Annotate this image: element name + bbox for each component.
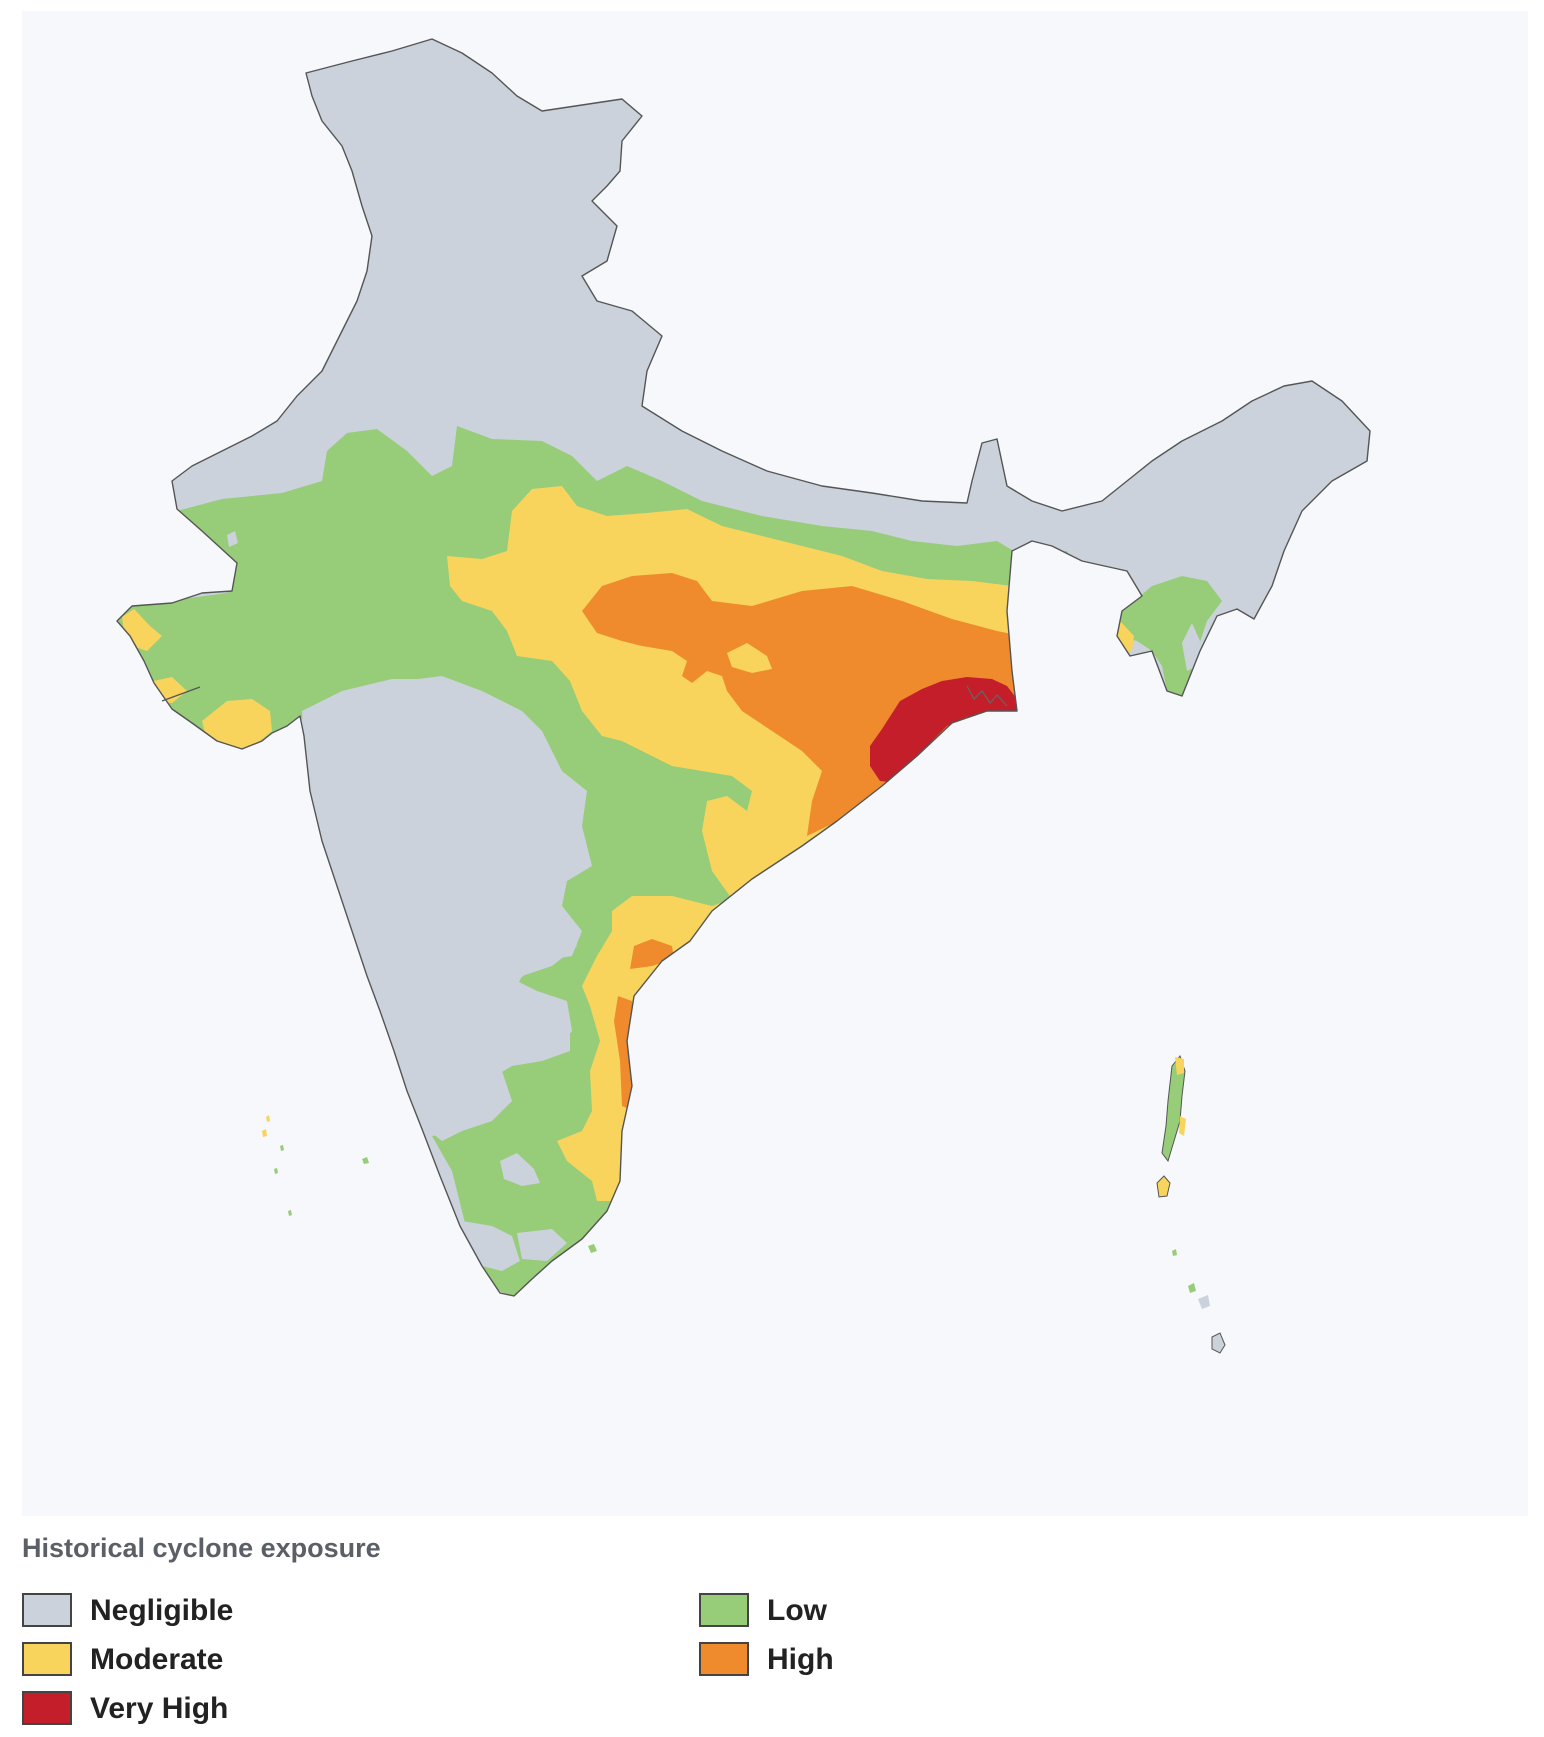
legend-label-negligible: Negligible [90, 1594, 234, 1627]
mainland-outline [116, 38, 1371, 1297]
nicobar-1 [1172, 1249, 1177, 1256]
lakshadweep-3 [280, 1145, 284, 1151]
lakshadweep-5 [274, 1168, 278, 1174]
zone-negligible-south-3 [517, 1229, 567, 1261]
legend-label-high: High [767, 1643, 834, 1676]
legend-title: Historical cyclone exposure [22, 1533, 381, 1563]
gulf-line [161, 686, 201, 702]
zone-negligible-deccan [302, 679, 582, 1141]
zone-negligible-gujarat [227, 531, 238, 547]
lakshadweep-6 [288, 1210, 292, 1216]
andaman-little [1156, 1175, 1171, 1198]
zone-low-westcoast-2 [332, 909, 342, 929]
zone-very-high [870, 677, 1017, 783]
nicobar-3 [1198, 1295, 1210, 1309]
zone-negligible-ne [1182, 623, 1200, 671]
nicobar-great [1211, 1332, 1226, 1354]
lakshadweep-4 [362, 1157, 369, 1164]
andaman-moderate-2 [1179, 1116, 1186, 1136]
delta-detail [966, 685, 1008, 707]
zone-high-main [582, 573, 1022, 836]
legend-label-low: Low [767, 1594, 827, 1627]
legend-swatch-negligible [22, 1593, 72, 1627]
zone-negligible-blob-1 [480, 751, 504, 786]
legend-swatch-moderate [22, 1642, 72, 1676]
zone-low-ne [1112, 576, 1222, 699]
cyclone-exposure-map [116, 38, 1371, 1354]
lakshadweep-2 [262, 1129, 267, 1137]
legend-swatch-high [699, 1642, 749, 1676]
legend-swatch-low [699, 1593, 749, 1627]
zone-negligible-south-1 [500, 1153, 540, 1186]
legend-label-moderate: Moderate [90, 1643, 224, 1676]
zone-moderate-gujarat-3 [202, 699, 272, 751]
lakshadweep-1 [266, 1115, 270, 1122]
andaman-moderate-1 [1175, 1057, 1184, 1075]
lakshadweep-7 [588, 1244, 597, 1253]
legend-swatch-very-high [22, 1691, 72, 1725]
legend: Historical cyclone exposure Negligible L… [22, 1525, 1522, 1725]
nicobar-2 [1188, 1283, 1196, 1293]
legend-label-very-high: Very High [90, 1692, 229, 1725]
zone-moderate-inset [727, 643, 772, 673]
map-panel [22, 11, 1528, 1516]
